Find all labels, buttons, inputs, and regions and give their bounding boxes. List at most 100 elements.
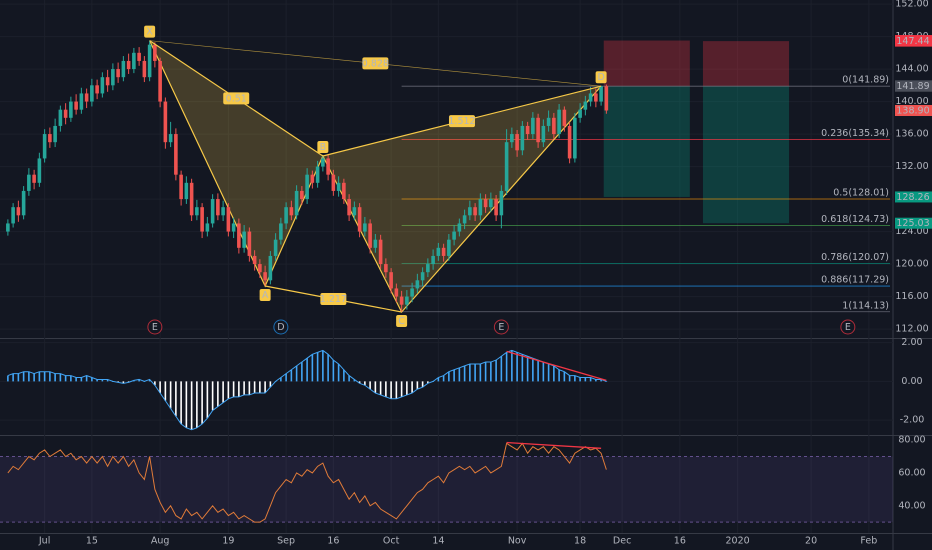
macd-bar bbox=[600, 379, 602, 382]
candle-body bbox=[53, 125, 57, 143]
candle-body bbox=[594, 93, 598, 102]
macd-bar bbox=[196, 381, 198, 428]
candle-body bbox=[441, 247, 446, 256]
macd-bar bbox=[22, 371, 25, 382]
candle-body bbox=[63, 109, 68, 118]
y-tick-label: 112.00 bbox=[895, 324, 928, 335]
candle-body bbox=[462, 215, 467, 224]
candle-body bbox=[153, 44, 157, 61]
macd-bar bbox=[12, 373, 14, 382]
candle-body bbox=[189, 182, 194, 216]
target-zone bbox=[702, 86, 790, 224]
price-badge bbox=[895, 105, 932, 116]
candle-body bbox=[468, 207, 472, 216]
event-marker bbox=[147, 319, 163, 335]
candle-body bbox=[536, 117, 540, 143]
candle-body bbox=[305, 174, 309, 200]
target-zone bbox=[603, 86, 690, 197]
price-badge-label: 125.03 bbox=[896, 218, 929, 229]
candle-body bbox=[431, 255, 435, 265]
macd-bar bbox=[33, 373, 35, 382]
macd-bar bbox=[91, 377, 93, 382]
candle-body bbox=[32, 174, 36, 183]
candle-body bbox=[504, 142, 509, 191]
candle-body bbox=[184, 182, 189, 200]
macd-line bbox=[7, 349, 607, 431]
candle-body bbox=[489, 199, 493, 208]
macd-bar bbox=[180, 381, 182, 424]
candle-body bbox=[342, 182, 346, 200]
point-badge bbox=[595, 71, 607, 84]
event-label: E bbox=[845, 322, 851, 333]
candle-body bbox=[69, 101, 73, 118]
macd-bar bbox=[427, 381, 429, 384]
candle-body bbox=[221, 207, 225, 216]
macd-bar bbox=[558, 369, 560, 382]
macd-bar bbox=[211, 381, 214, 411]
x-tick-label: Oct bbox=[383, 536, 400, 547]
macd-tick-label: 0.00 bbox=[901, 376, 922, 387]
candle-body bbox=[588, 93, 593, 102]
candle-body bbox=[331, 174, 336, 191]
candle-body bbox=[604, 86, 609, 111]
rsi-tick-label: 80.00 bbox=[898, 435, 925, 446]
macd-bar bbox=[59, 373, 62, 382]
macd-bar bbox=[579, 377, 581, 382]
y-tick-label: 140.00 bbox=[895, 96, 928, 107]
x-tick-label: 18 bbox=[574, 536, 586, 547]
macd-bar bbox=[406, 381, 408, 395]
macd-bar bbox=[563, 371, 566, 382]
price-badge-label: 138.90 bbox=[896, 106, 929, 117]
candle-body bbox=[195, 207, 199, 216]
macd-bar bbox=[280, 377, 282, 382]
event-label: D bbox=[277, 322, 284, 333]
macd-bar bbox=[101, 379, 104, 382]
rsi-line bbox=[7, 442, 607, 523]
x-tick-label: 15 bbox=[86, 536, 98, 547]
macd-bar bbox=[164, 381, 167, 401]
candle-body bbox=[300, 190, 304, 200]
macd-bar bbox=[264, 381, 266, 393]
macd-bar bbox=[379, 381, 382, 395]
macd-bar bbox=[159, 381, 161, 393]
candle-body bbox=[389, 272, 393, 289]
point-badge bbox=[396, 315, 408, 327]
candle-body bbox=[515, 134, 519, 151]
candle-body bbox=[583, 101, 588, 110]
price-badge bbox=[895, 217, 932, 229]
candle-body bbox=[520, 125, 525, 151]
macd-bar bbox=[595, 379, 597, 382]
macd-bar bbox=[322, 350, 324, 382]
macd-bar bbox=[521, 354, 524, 382]
candle-body bbox=[457, 223, 462, 232]
macd-divergence bbox=[506, 350, 607, 382]
macd-bar bbox=[122, 381, 125, 384]
macd-bar bbox=[484, 362, 487, 382]
macd-bar bbox=[169, 381, 172, 409]
candle-body bbox=[557, 109, 561, 135]
macd-bar bbox=[500, 356, 503, 382]
macd-bar bbox=[64, 375, 67, 382]
x-tick-label: 20 bbox=[805, 536, 817, 547]
event-label: E bbox=[498, 322, 504, 333]
macd-bar bbox=[232, 381, 235, 397]
macd-bar bbox=[222, 381, 224, 403]
macd-bar bbox=[227, 381, 230, 399]
event-marker bbox=[493, 319, 509, 335]
candle-body bbox=[247, 231, 252, 256]
fib-label: 0.236(135.34) bbox=[821, 128, 889, 139]
candle-body bbox=[410, 288, 414, 297]
candle-body bbox=[142, 60, 147, 78]
candle-body bbox=[310, 174, 315, 183]
point-label: A bbox=[262, 290, 269, 301]
candle-body bbox=[268, 255, 273, 281]
candle-body bbox=[473, 207, 477, 216]
candle-body bbox=[258, 264, 262, 273]
candle-body bbox=[478, 199, 483, 216]
macd-bar bbox=[369, 381, 371, 390]
x-tick-label: Aug bbox=[151, 536, 170, 547]
candle-body bbox=[373, 239, 378, 248]
candle-body bbox=[573, 117, 577, 159]
candle-body bbox=[552, 117, 556, 135]
fib-label: 1(114.13) bbox=[842, 300, 889, 311]
